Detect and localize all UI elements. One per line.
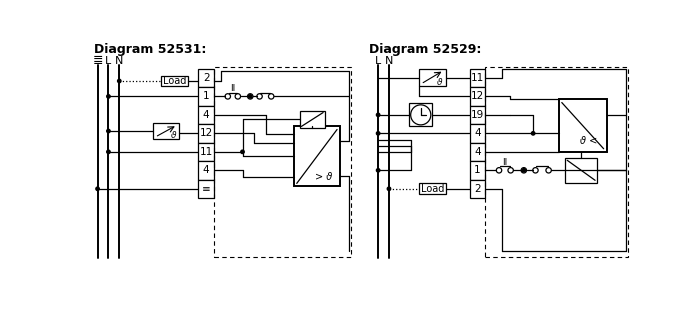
- Circle shape: [248, 95, 252, 98]
- Text: 12: 12: [470, 91, 484, 101]
- Circle shape: [377, 169, 380, 172]
- Bar: [409, 103, 433, 127]
- Circle shape: [248, 94, 253, 99]
- Text: L: L: [375, 56, 382, 66]
- Text: 4: 4: [203, 165, 209, 175]
- Text: II: II: [230, 84, 235, 93]
- Bar: [470, 69, 485, 87]
- Text: L: L: [105, 56, 111, 66]
- Bar: [470, 161, 485, 180]
- Bar: [559, 99, 607, 152]
- Text: ≡: ≡: [202, 184, 211, 194]
- Circle shape: [508, 168, 513, 173]
- Bar: [198, 143, 214, 161]
- Bar: [198, 180, 214, 198]
- Text: > ϑ: > ϑ: [315, 172, 332, 182]
- Circle shape: [235, 94, 241, 99]
- Bar: [470, 87, 485, 106]
- Bar: [419, 184, 447, 194]
- Text: N: N: [115, 56, 123, 66]
- Circle shape: [496, 168, 502, 173]
- Bar: [470, 124, 485, 143]
- Circle shape: [118, 79, 121, 83]
- Text: 4: 4: [203, 110, 209, 120]
- Circle shape: [106, 95, 110, 98]
- Bar: [470, 106, 485, 124]
- Circle shape: [521, 168, 526, 173]
- Bar: [198, 69, 214, 87]
- Circle shape: [387, 187, 391, 191]
- Circle shape: [533, 168, 538, 173]
- Bar: [153, 123, 179, 139]
- Circle shape: [411, 105, 430, 125]
- Bar: [419, 69, 446, 86]
- Bar: [485, 67, 629, 257]
- Circle shape: [269, 94, 274, 99]
- Text: 2: 2: [203, 73, 209, 83]
- Circle shape: [531, 132, 535, 135]
- Circle shape: [248, 95, 252, 98]
- Bar: [214, 67, 351, 257]
- Text: Load: Load: [163, 76, 186, 86]
- Bar: [198, 161, 214, 180]
- Circle shape: [106, 150, 110, 154]
- Text: ϑ <: ϑ <: [580, 136, 597, 146]
- Text: 11: 11: [199, 147, 213, 157]
- Text: II: II: [502, 158, 508, 167]
- Text: Load: Load: [421, 184, 444, 194]
- Text: ≣: ≣: [92, 54, 103, 68]
- Text: 4: 4: [474, 147, 481, 157]
- Text: 4: 4: [474, 128, 481, 138]
- Text: N: N: [385, 56, 393, 66]
- Circle shape: [241, 150, 244, 154]
- Text: 2: 2: [474, 184, 481, 194]
- Text: 1: 1: [203, 91, 209, 101]
- Circle shape: [377, 113, 380, 117]
- Bar: [470, 143, 485, 161]
- Circle shape: [522, 169, 526, 172]
- Text: 1: 1: [474, 165, 481, 175]
- Bar: [565, 158, 598, 183]
- Circle shape: [225, 94, 230, 99]
- Bar: [470, 180, 485, 198]
- Text: 12: 12: [199, 128, 213, 138]
- Circle shape: [546, 168, 552, 173]
- Text: ϑ: ϑ: [171, 131, 176, 140]
- Bar: [198, 124, 214, 143]
- Text: Diagram 52531:: Diagram 52531:: [94, 43, 206, 56]
- Circle shape: [96, 187, 99, 191]
- Circle shape: [106, 129, 110, 133]
- Text: Diagram 52529:: Diagram 52529:: [369, 43, 481, 56]
- Text: 11: 11: [470, 73, 484, 83]
- Text: 19: 19: [470, 110, 484, 120]
- Bar: [198, 106, 214, 124]
- Bar: [294, 127, 340, 186]
- Circle shape: [377, 132, 380, 135]
- Circle shape: [257, 94, 262, 99]
- Bar: [300, 111, 325, 128]
- Bar: [161, 76, 188, 86]
- Text: ϑ: ϑ: [437, 78, 442, 87]
- Bar: [198, 87, 214, 106]
